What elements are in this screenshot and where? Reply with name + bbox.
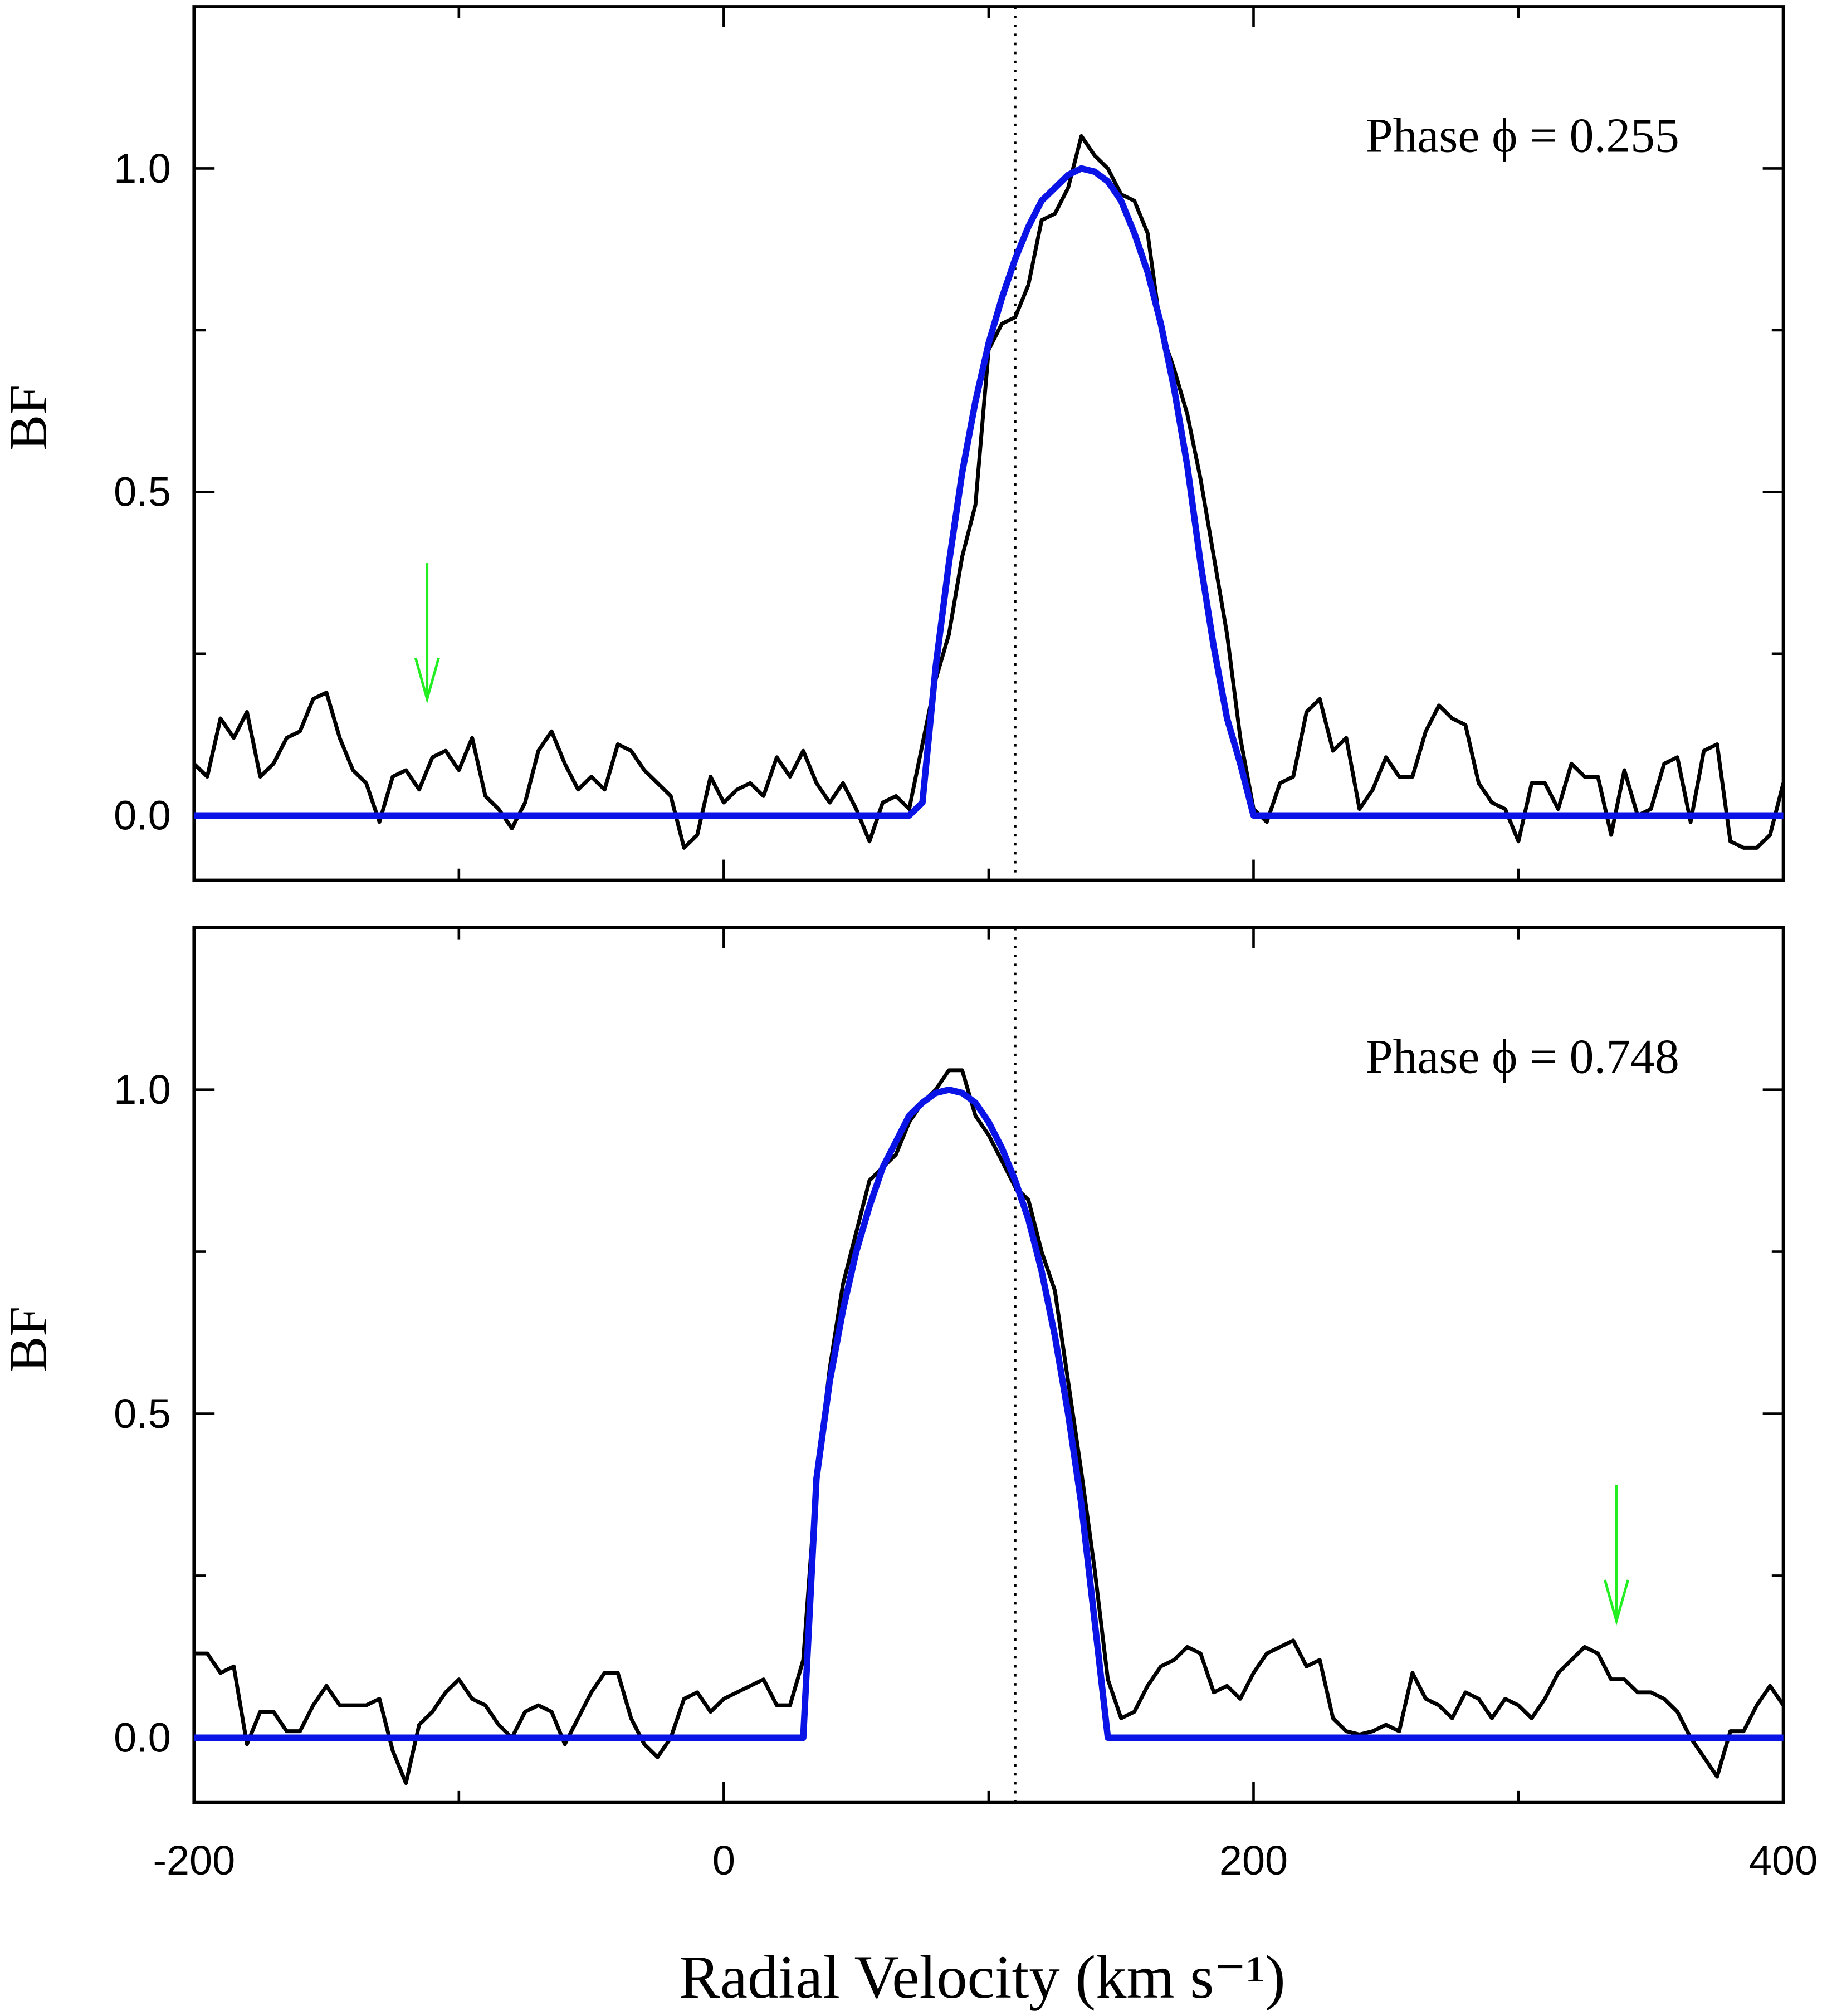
x-tick-label: 0 bbox=[712, 1837, 735, 1883]
annotation: Phase ϕ = 0.748 bbox=[1366, 1029, 1679, 1083]
y-tick-label: 1.0 bbox=[114, 1066, 171, 1113]
x-axis-label: Radial Velocity (km s⁻¹) bbox=[679, 1942, 1286, 2011]
y-tick-label: 1.0 bbox=[114, 145, 171, 192]
x-tick-label: -200 bbox=[153, 1837, 235, 1883]
annotation: Phase ϕ = 0.255 bbox=[1366, 109, 1679, 163]
y-tick-label: 0.5 bbox=[114, 469, 171, 515]
x-tick-label: 200 bbox=[1219, 1837, 1288, 1883]
data-line bbox=[192, 134, 1785, 850]
data-line bbox=[194, 1086, 1784, 1741]
y-axis-label: BF bbox=[0, 385, 58, 451]
arrow-head bbox=[1604, 1579, 1629, 1626]
y-tick-label: 0.0 bbox=[114, 792, 171, 839]
y-axis-label: BF bbox=[0, 1307, 58, 1372]
data-line bbox=[194, 165, 1784, 819]
x-tick-label: 400 bbox=[1749, 1837, 1818, 1883]
data-line bbox=[194, 1068, 1785, 1785]
y-tick-label: 0.0 bbox=[114, 1715, 171, 1761]
arrow-head bbox=[414, 657, 440, 704]
y-tick-label: 0.5 bbox=[114, 1391, 171, 1437]
